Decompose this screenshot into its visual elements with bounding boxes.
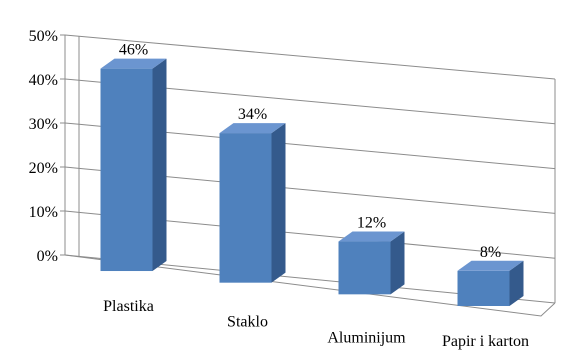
bar-side [390, 231, 405, 295]
bar-front [100, 68, 153, 272]
y-tick-label: 30% [29, 116, 58, 133]
bar-front [457, 270, 510, 306]
data-label: 12% [357, 215, 386, 232]
y-tick-label: 50% [29, 28, 58, 45]
x-axis-categories: Plastika Staklo Aluminijum Papir i karton [103, 298, 529, 350]
bar-top [219, 123, 286, 134]
bar-staklo: 34% [219, 106, 286, 283]
data-label: 46% [119, 42, 148, 59]
bar-top [457, 260, 524, 271]
data-label: 34% [238, 106, 267, 123]
y-tick-label: 20% [29, 160, 58, 177]
bar-side [509, 260, 524, 306]
bar-front [338, 241, 391, 295]
bar-top [338, 231, 405, 242]
category-label: Aluminijum [327, 329, 406, 346]
category-label: Staklo [227, 314, 268, 331]
bar-side [152, 58, 167, 272]
data-label: 8% [480, 244, 501, 261]
y-axis-ticks: 0% 10% 20% 30% 40% 50% [29, 28, 58, 265]
y-tick-label: 40% [29, 72, 58, 89]
bar-side [271, 123, 286, 283]
category-label: Papir i karton [442, 333, 529, 350]
bar-top [100, 58, 167, 69]
category-label: Plastika [103, 298, 154, 315]
y-tick-label: 10% [29, 204, 58, 221]
bar-front [219, 133, 272, 283]
bar-plastika: 46% [100, 42, 167, 272]
y-tick-label: 0% [37, 248, 58, 265]
bars: 46% 34% 12% 8% [100, 42, 524, 306]
bar-aluminijum: 12% [338, 215, 405, 295]
bar-papir-i-karton: 8% [457, 244, 524, 306]
